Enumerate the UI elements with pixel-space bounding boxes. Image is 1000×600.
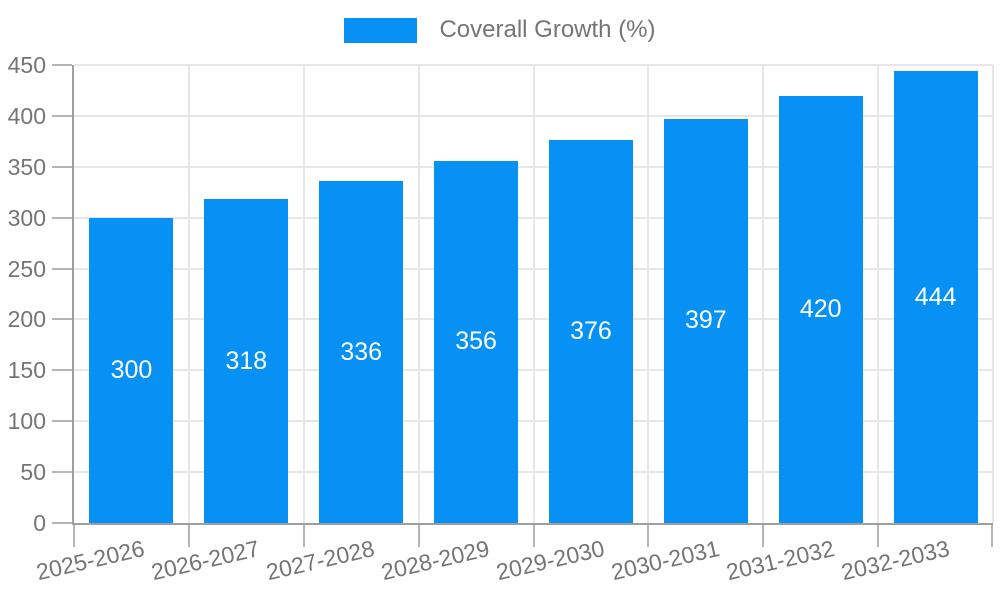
y-axis-tick: [52, 318, 72, 321]
bar-value-label: 397: [684, 306, 727, 335]
bar-value-label: 356: [455, 327, 497, 356]
y-axis-tick: [52, 216, 72, 219]
bar-value-label: 336: [340, 337, 383, 366]
x-axis-label: 2028-2029: [378, 535, 492, 586]
x-axis-tick: [187, 525, 190, 547]
v-gridline: [762, 65, 765, 523]
plot-area: 0 50 100 150 200 250 300 350 400 450 300 2025-2026 3…: [8, 52, 994, 585]
x-axis-tick: [647, 525, 650, 547]
y-axis-tick: [52, 267, 72, 270]
bar[interactable]: 376: [548, 140, 633, 523]
y-axis-tick: [52, 420, 72, 423]
bar[interactable]: 420: [778, 95, 863, 523]
x-axis-tick: [532, 525, 535, 547]
x-axis-label: 2026-2027: [149, 535, 263, 586]
x-axis-tick: [73, 525, 75, 547]
v-gridline: [302, 65, 305, 523]
x-axis-label: 2031-2032: [723, 535, 837, 586]
y-axis-label: 350: [7, 153, 46, 180]
bar-value-label: 444: [914, 282, 957, 311]
y-axis-tick: [52, 64, 72, 66]
x-axis-label: 2025-2026: [34, 535, 148, 586]
x-axis-label: 2032-2033: [838, 535, 952, 586]
bar[interactable]: 444: [893, 71, 978, 523]
v-gridline: [992, 65, 994, 523]
y-axis-tick: [52, 165, 72, 168]
legend-label: Coverall Growth (%): [439, 16, 656, 43]
legend[interactable]: Coverall Growth (%): [0, 16, 1000, 44]
bar[interactable]: 397: [663, 118, 748, 523]
x-axis-tick: [417, 525, 420, 547]
y-axis-label: 50: [20, 459, 46, 486]
y-axis-tick: [52, 471, 72, 474]
y-axis-tick: [52, 114, 72, 117]
x-axis-tick: [302, 525, 305, 547]
x-axis-label: 2029-2030: [493, 535, 607, 586]
v-gridline: [417, 65, 420, 523]
y-axis-label: 400: [7, 102, 46, 129]
y-axis-label: 250: [7, 255, 46, 282]
y-axis-label: 200: [7, 306, 46, 333]
bar[interactable]: 300: [89, 217, 174, 523]
v-gridline: [187, 65, 190, 523]
bar[interactable]: 336: [319, 181, 404, 523]
bar-value-label: 376: [570, 317, 612, 346]
x-axis-tick: [877, 525, 880, 547]
y-axis-label: 300: [7, 204, 46, 231]
y-axis-tick: [52, 369, 72, 372]
y-axis-tick: [52, 522, 72, 524]
bar[interactable]: 356: [434, 160, 519, 523]
v-gridline: [877, 65, 880, 523]
bar-value-label: 300: [110, 355, 153, 384]
bar[interactable]: 318: [204, 199, 289, 523]
legend-swatch: [344, 17, 418, 43]
bar-value-label: 318: [225, 346, 268, 375]
x-axis-label: 2027-2028: [264, 535, 378, 586]
bar-value-label: 420: [799, 294, 842, 323]
y-axis-label: 450: [7, 52, 46, 78]
y-axis-label: 150: [7, 357, 46, 384]
x-axis-label: 2030-2031: [608, 535, 722, 586]
x-axis-tick: [762, 525, 765, 547]
y-axis-label: 0: [33, 510, 46, 536]
v-gridline: [532, 65, 535, 523]
y-axis-label: 100: [7, 408, 46, 435]
x-axis-tick: [991, 525, 993, 547]
v-gridline: [647, 65, 650, 523]
